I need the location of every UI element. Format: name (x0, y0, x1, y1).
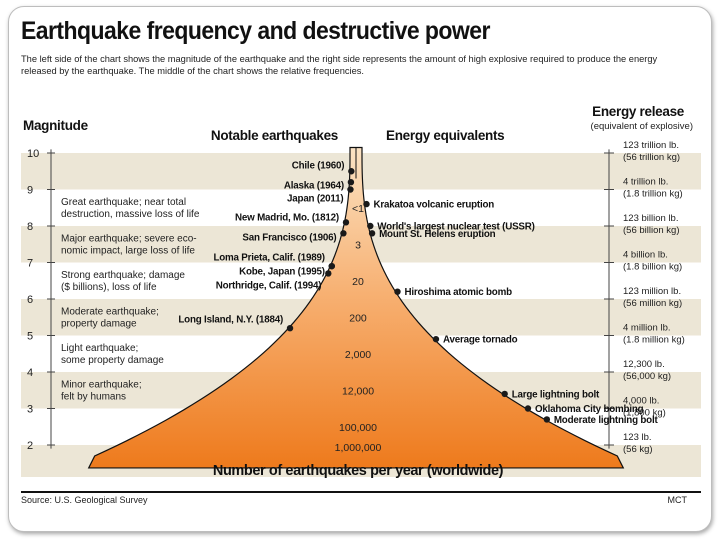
notable-quake-point (340, 230, 347, 237)
magnitude-description: Great earthquake; near total (61, 197, 186, 208)
frequency-label: 200 (349, 312, 367, 324)
energy-release-label: 123 trillion lb. (623, 140, 679, 151)
frequency-label: 100,000 (339, 422, 377, 434)
energy-equivalent-point (524, 405, 532, 412)
magnitude-tick-label: 4 (27, 367, 33, 379)
energy-release-label: (1.8 million kg) (623, 335, 685, 346)
energy-equivalent-label: World's largest nuclear test (USSR) (377, 222, 534, 233)
notable-quake-point (347, 179, 355, 186)
notable-quake-point (325, 270, 332, 277)
notable-quake-label: Alaska (1964) (284, 181, 344, 192)
energy-equivalent-label: Krakatoa volcanic eruption (373, 200, 494, 211)
notable-quake-point (342, 219, 350, 226)
energy-release-label: (56 million kg) (623, 298, 682, 309)
notable-quake-point (286, 325, 294, 332)
magnitude-tick-label: 9 (27, 185, 33, 197)
energy-equivalent-point (432, 335, 440, 343)
right-axis-title: Energy release (592, 104, 685, 119)
notable-quake-label: Northridge, Calif. (1994) (216, 281, 322, 292)
magnitude-tick-label: 5 (27, 331, 33, 343)
energy-equivalent-label: Average tornado (443, 335, 518, 346)
magnitude-description: property damage (61, 318, 137, 329)
energy-equivalent-label: Large lightning bolt (512, 389, 600, 400)
magnitude-tick-label: 10 (27, 148, 39, 160)
chart-title: Earthquake frequency and destructive pow… (21, 17, 490, 45)
energy-equivalent-point (394, 288, 401, 295)
energy-release-label: 4 billion lb. (623, 250, 668, 261)
magnitude-description: Minor earthquake; (61, 379, 142, 390)
notable-quake-label: Long Island, N.Y. (1884) (178, 315, 283, 326)
notable-quake-label: San Francisco (1906) (242, 233, 336, 244)
magnitude-description: Strong earthquake; damage (61, 270, 185, 281)
energy-equivalent-label: Moderate lightning bolt (554, 415, 659, 426)
energy-release-label: 123 million lb. (623, 286, 681, 297)
bottom-rule (21, 491, 701, 493)
left-axis-title: Magnitude (23, 118, 89, 133)
frequency-label: 20 (352, 276, 364, 288)
energy-equivalent-label: Hiroshima atomic bomb (404, 287, 512, 298)
energy-equivalent-point (543, 416, 551, 423)
notable-quake-label: Kobe, Japan (1995) (239, 267, 325, 278)
energy-equivalent-point (363, 200, 370, 208)
energy-equivalent-point (367, 222, 374, 230)
notable-quake-point (347, 186, 354, 193)
energy-release-label: 4 million lb. (623, 323, 671, 334)
magnitude-tick-label: 3 (27, 404, 33, 416)
credit-note: MCT (667, 495, 688, 505)
notable-quake-label: Loma Prieta, Calif. (1989) (213, 253, 324, 264)
magnitude-description: Major earthquake; severe eco- (61, 233, 197, 244)
notable-header: Notable earthquakes (211, 128, 338, 143)
magnitude-description: nomic impact, large loss of life (61, 245, 195, 256)
infographic: 10 9 8 7 6 5 4 3 2 123 trillion lb. (56 trillion k… (21, 15, 701, 509)
energy-release-label: 4,000 lb. (623, 396, 659, 407)
magnitude-tick-label: 8 (27, 221, 33, 233)
energy-equivalent-point (501, 390, 508, 398)
energy-release-label: 4 trillion lb. (623, 177, 668, 188)
frequency-label: 3 (355, 239, 361, 251)
chart-subtitle: The left side of the chart shows the mag… (21, 54, 658, 76)
energy-release-label: (1.8 trillion kg) (623, 189, 683, 200)
energy-release-label: (1,800 kg) (623, 408, 666, 419)
energy-release-label: (56 kg) (623, 444, 653, 455)
notable-quake-label: New Madrid, Mo. (1812) (235, 213, 339, 224)
magnitude-tick-label: 2 (27, 440, 33, 452)
notable-quake-label: Japan (2011) (287, 194, 343, 205)
energy-release-label: (56,000 kg) (623, 371, 671, 382)
notable-quake-label: Chile (1960) (292, 161, 345, 172)
energy-header: Energy equivalents (386, 128, 504, 143)
notable-quake-point (348, 168, 355, 175)
energy-equivalent-label: Mount St. Helens eruption (379, 229, 496, 240)
energy-release-label: 123 lb. (623, 432, 652, 443)
energy-release-label: (56 billion kg) (623, 225, 680, 236)
notable-quake-point (328, 262, 335, 270)
right-axis-subtitle: (equivalent of explosive) (591, 121, 693, 132)
magnitude-description: Light earthquake; (61, 343, 138, 354)
magnitude-description: ($ billions), loss of life (61, 282, 157, 293)
magnitude-description: some property damage (61, 355, 164, 366)
frequency-label: 12,000 (342, 385, 374, 397)
chart-svg: 10 9 8 7 6 5 4 3 2 123 trillion lb.(56 trillion k… (21, 104, 701, 479)
slide-frame: 10 9 8 7 6 5 4 3 2 123 trillion lb. (56 trillion k… (8, 6, 712, 532)
energy-equivalent-point (368, 230, 376, 237)
frequency-pyramid (87, 146, 625, 469)
frequency-label: <1 (352, 203, 364, 215)
energy-release-label: (56 trillion kg) (623, 152, 680, 163)
magnitude-tick-label: 7 (27, 258, 33, 270)
source-note: Source: U.S. Geological Survey (21, 495, 148, 505)
magnitude-tick-label: 6 (27, 294, 33, 306)
frequency-axis-label: Number of earthquakes per year (worldwid… (213, 463, 504, 479)
frequency-label: 2,000 (345, 349, 371, 361)
magnitude-description: felt by humans (61, 391, 126, 402)
energy-release-label: 12,300 lb. (623, 359, 665, 370)
magnitude-description: Moderate earthquake; (61, 306, 159, 317)
energy-release-label: 123 billion lb. (623, 213, 678, 224)
frequency-label: 1,000,000 (335, 442, 382, 454)
energy-release-label: (1.8 billion kg) (623, 262, 682, 273)
energy-equivalent-label: Oklahoma City bombing (535, 404, 644, 415)
magnitude-description: destruction, massive loss of life (61, 209, 200, 220)
